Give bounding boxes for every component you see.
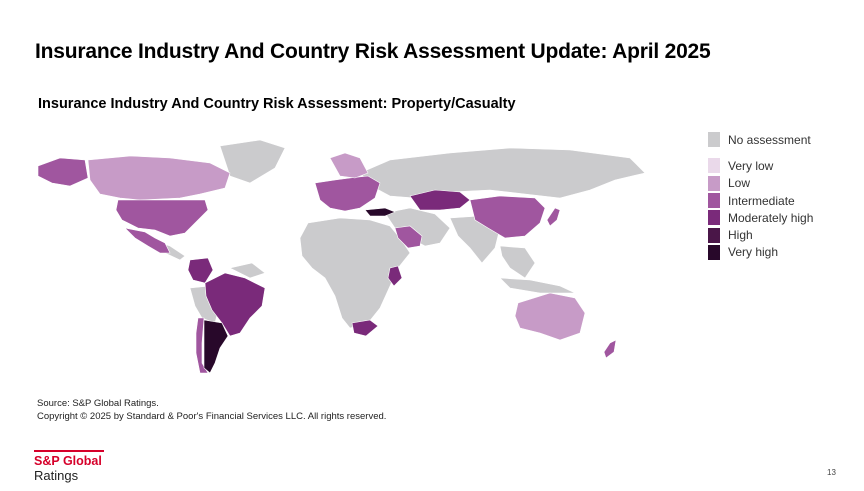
indonesia-shape <box>499 277 576 294</box>
legend-label: Very low <box>728 158 774 173</box>
canada-shape <box>87 155 231 201</box>
logo-brand: S&P Global <box>34 454 102 468</box>
legend-label: Intermediate <box>728 193 795 208</box>
legend-label: Moderately high <box>728 210 814 225</box>
south-africa-shape <box>351 319 379 337</box>
logo-rule <box>34 450 104 452</box>
legend-item-high: High <box>708 226 813 243</box>
kazakhstan-shape <box>409 189 471 211</box>
legend-swatch <box>708 158 720 174</box>
legend-swatch <box>708 132 720 148</box>
alaska-shape <box>37 157 89 187</box>
greenland-shape <box>219 139 286 184</box>
legend-item-intermediate: Intermediate <box>708 192 813 209</box>
slide-title: Insurance Industry And Country Risk Asse… <box>35 40 711 63</box>
colombia-shape <box>187 257 214 284</box>
legend-item-very-low: Very low <box>708 157 813 174</box>
south-america-north-shape <box>229 262 266 279</box>
legend-item-moderately-high: Moderately high <box>708 209 813 226</box>
kenya-shape <box>387 265 403 287</box>
legend-swatch <box>708 193 720 209</box>
source-text: Source: S&P Global Ratings. <box>37 398 159 409</box>
new-zealand-shape <box>603 339 617 359</box>
sp-global-logo: S&P Global Ratings <box>34 450 104 484</box>
legend-label: No assessment <box>728 132 811 147</box>
japan-shape <box>546 207 561 227</box>
australia-shape <box>514 292 586 341</box>
legend-item-low: Low <box>708 175 813 192</box>
brazil-shape <box>204 272 266 337</box>
united-states-shape <box>115 199 209 237</box>
china-shape <box>469 195 546 239</box>
legend-swatch <box>708 175 720 191</box>
legend-item-no-assessment: No assessment <box>708 131 813 148</box>
legend-label: High <box>728 228 753 243</box>
logo-ratings: Ratings <box>34 468 79 483</box>
copyright-text: Copyright © 2025 by Standard & Poor's Fi… <box>37 411 387 422</box>
source-note: Source: S&P Global Ratings. Copyright © … <box>37 397 386 423</box>
map-subtitle: Insurance Industry And Country Risk Asse… <box>38 96 516 112</box>
map-legend: No assessment Very low Low Intermediate … <box>708 131 813 261</box>
chile-shape <box>195 317 209 374</box>
argentina-shape <box>203 319 229 374</box>
europe-shape <box>314 175 381 212</box>
legend-swatch <box>708 227 720 243</box>
russia-shape <box>359 147 646 199</box>
africa-shape <box>299 217 411 329</box>
world-map <box>37 139 646 374</box>
page-number: 13 <box>827 468 836 477</box>
legend-swatch <box>708 244 720 260</box>
legend-label: Very high <box>728 245 779 260</box>
legend-label: Low <box>728 176 751 191</box>
legend-item-very-high: Very high <box>708 244 813 261</box>
scandinavia-shape <box>329 152 369 179</box>
legend-swatch <box>708 210 720 226</box>
southeast-asia-shape <box>499 245 536 279</box>
mexico-shape <box>124 227 171 254</box>
saudi-arabia-shape <box>394 225 423 249</box>
turkey-shape <box>364 207 396 217</box>
